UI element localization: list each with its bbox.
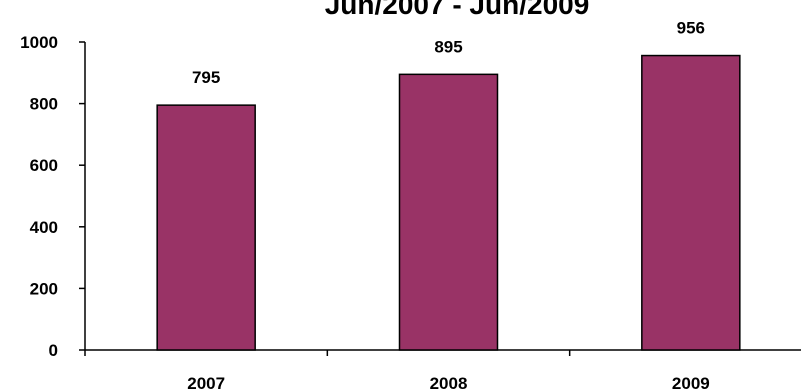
bar-2008 <box>398 73 499 351</box>
chart-title: Jun/2007 - Jun/2009 <box>325 0 590 20</box>
y-tick-label: 0 <box>49 341 58 360</box>
bar-2009 <box>641 54 741 351</box>
y-axis: 0 200 400 600 800 1000 <box>20 33 86 360</box>
x-axis: 2007 2008 2009 <box>84 349 801 392</box>
y-tick-label: 1000 <box>20 33 58 52</box>
y-tick-label: 200 <box>30 279 58 298</box>
y-tick-label: 600 <box>30 156 58 175</box>
bar-2007 <box>156 104 256 351</box>
data-label-2008: 895 <box>434 37 462 56</box>
bars <box>156 54 741 351</box>
x-tick-label: 2009 <box>672 374 710 392</box>
x-tick-label: 2008 <box>430 374 468 392</box>
data-label-2009: 956 <box>677 19 705 38</box>
data-labels: 795 895 956 <box>192 19 705 88</box>
y-tick-label: 800 <box>30 95 58 114</box>
x-tick-label: 2007 <box>187 374 225 392</box>
y-tick-label: 400 <box>30 218 58 237</box>
data-label-2007: 795 <box>192 68 220 87</box>
